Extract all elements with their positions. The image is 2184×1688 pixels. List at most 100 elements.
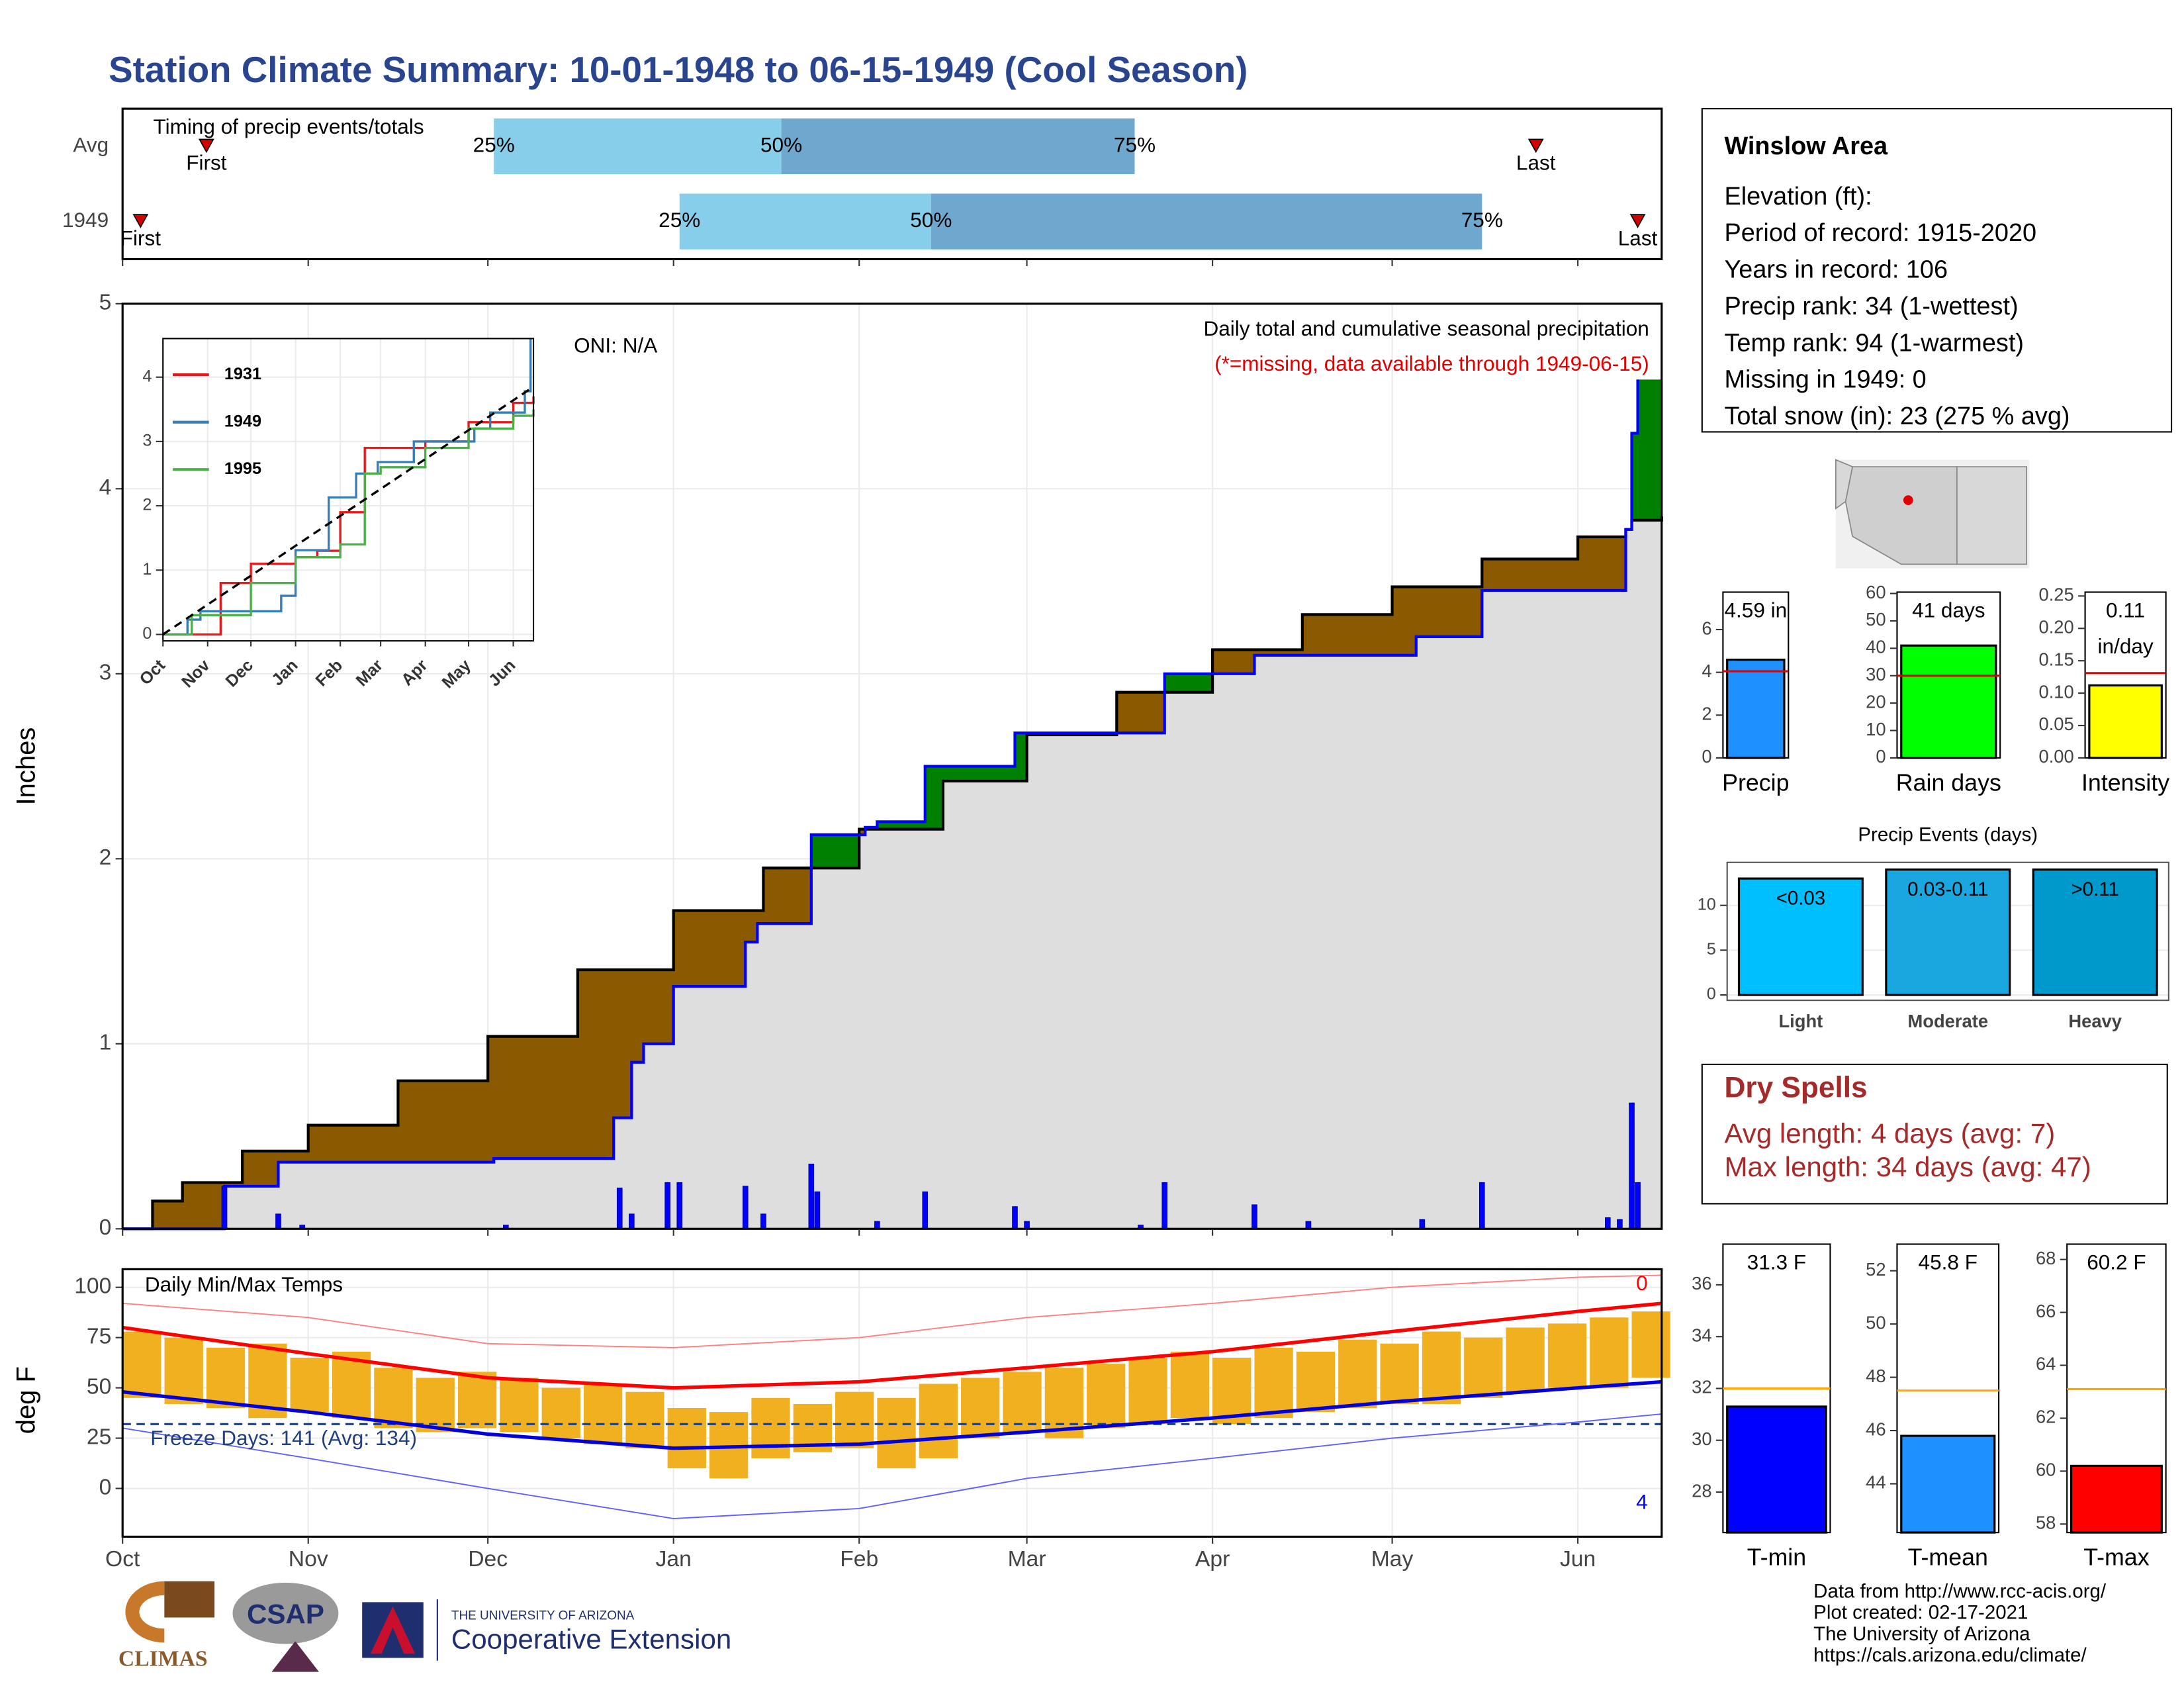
unit-label: in/day bbox=[2098, 634, 2154, 658]
y-tick-label: 5 bbox=[1707, 940, 1716, 959]
y-tick-label: 0 bbox=[99, 1215, 112, 1240]
daily-temp-bar bbox=[1212, 1358, 1251, 1425]
y-tick-label: 3 bbox=[142, 432, 152, 450]
climas-logo bbox=[125, 1581, 165, 1643]
y-tick-label: 66 bbox=[2036, 1301, 2056, 1321]
daily-precip-bar bbox=[1479, 1182, 1485, 1229]
info-line: Total snow (in): 23 (275 % avg) bbox=[1724, 402, 2070, 430]
daily-precip-bar bbox=[664, 1182, 670, 1229]
credit-line: Plot created: 02-17-2021 bbox=[1813, 1602, 2028, 1624]
daily-precip-bar bbox=[1251, 1204, 1257, 1229]
daily-temp-bar bbox=[919, 1383, 958, 1458]
y-tick-label: 0 bbox=[142, 624, 152, 643]
daily-temp-bar bbox=[1380, 1343, 1419, 1404]
x-tick-label: May bbox=[1371, 1547, 1414, 1571]
climas-logo bbox=[164, 1581, 215, 1618]
daily-precip-bar bbox=[808, 1163, 815, 1229]
timing-marker bbox=[132, 214, 149, 228]
category-label: Light bbox=[1778, 1011, 1823, 1031]
y-tick-label: 6 bbox=[1702, 618, 1711, 638]
value-label: 4.59 in bbox=[1724, 598, 1787, 622]
daily-precip-bar bbox=[1305, 1221, 1312, 1229]
plot-border bbox=[121, 1268, 1663, 1538]
logos: CLIMAS CSAP THE UNIVERSITY OF ARIZONA Co… bbox=[118, 1581, 731, 1672]
daily-temp-bar bbox=[1464, 1337, 1503, 1398]
marker-label: Last bbox=[1516, 151, 1556, 175]
cumulative-line bbox=[122, 516, 1663, 1231]
x-tick-label: Nov bbox=[289, 1547, 328, 1571]
base-fill bbox=[122, 516, 1662, 1229]
marker-label: First bbox=[120, 226, 161, 250]
daily-temp-bar bbox=[961, 1378, 1000, 1438]
credit-line: The University of Arizona bbox=[1813, 1623, 2030, 1645]
y-tick-label: 34 bbox=[1692, 1325, 1711, 1345]
y-tick-label: 20 bbox=[1866, 691, 1886, 712]
daily-precip-bar bbox=[814, 1191, 821, 1229]
dry-spells-heading: Dry Spells bbox=[1724, 1072, 1867, 1104]
climas-text: CLIMAS bbox=[118, 1646, 208, 1671]
row-label: 1949 bbox=[62, 208, 109, 232]
category-label: T-max bbox=[2083, 1544, 2149, 1571]
x-tick-label: Oct bbox=[105, 1547, 140, 1571]
bar bbox=[1900, 1434, 1996, 1534]
y-tick-label: 2 bbox=[99, 845, 112, 870]
marker-label: Last bbox=[1618, 226, 1658, 250]
value-label: 31.3 F bbox=[1747, 1250, 1806, 1274]
record-high-count: 0 bbox=[1636, 1271, 1648, 1295]
y-tick-label: 4 bbox=[1702, 661, 1711, 681]
y-tick-label: 0 bbox=[1707, 985, 1716, 1004]
y-tick-label: 36 bbox=[1692, 1273, 1711, 1293]
daily-temp-bar bbox=[122, 1331, 161, 1398]
timing-marker bbox=[198, 138, 214, 154]
daily-precip-bar bbox=[629, 1213, 635, 1229]
info-box bbox=[1701, 108, 2173, 433]
value-label: 60.2 F bbox=[2087, 1250, 2146, 1274]
info-line: Elevation (ft): bbox=[1724, 183, 1872, 211]
daily-temp-bar bbox=[1506, 1327, 1545, 1392]
y-tick-label: 58 bbox=[2036, 1513, 2056, 1533]
legend-label: 1995 bbox=[224, 459, 261, 478]
y-tick-label: 50 bbox=[1866, 609, 1886, 630]
daily-temp-bar bbox=[290, 1358, 329, 1413]
row-label: Avg bbox=[73, 132, 109, 156]
timing-bar bbox=[494, 118, 782, 175]
y-tick-label: 0.15 bbox=[2038, 649, 2073, 669]
y-axis-label: Inches bbox=[12, 727, 41, 806]
event-bar bbox=[2032, 868, 2158, 996]
y-tick-label: 25 bbox=[87, 1425, 111, 1449]
timing-title: Timing of precip events/totals bbox=[154, 115, 424, 138]
record-low-count: 4 bbox=[1636, 1489, 1648, 1513]
events-title: Precip Events (days) bbox=[1858, 824, 2038, 846]
y-tick-label: 48 bbox=[1866, 1366, 1886, 1386]
info-line: Temp rank: 94 (1-warmest) bbox=[1724, 329, 2024, 357]
plot-border bbox=[121, 303, 1663, 1230]
bar bbox=[2088, 684, 2163, 759]
y-tick-label: 2 bbox=[1702, 704, 1711, 724]
bar bbox=[1726, 659, 1786, 759]
daily-precip-bar bbox=[1161, 1182, 1168, 1229]
inset-line bbox=[163, 396, 535, 636]
value-label: 41 days bbox=[1912, 598, 1985, 622]
temp-line bbox=[122, 1413, 1662, 1520]
daily-precip-bar bbox=[760, 1213, 766, 1229]
temps-title: Daily Min/Max Temps bbox=[145, 1272, 343, 1296]
y-tick-label: 46 bbox=[1866, 1419, 1886, 1439]
y-tick-label: 0.20 bbox=[2038, 616, 2073, 637]
dry-spell-line: Max length: 34 days (avg: 47) bbox=[1724, 1151, 2091, 1182]
category-label: T-mean bbox=[1908, 1544, 1988, 1571]
y-tick-label: 1 bbox=[142, 560, 152, 579]
y-tick-label: 64 bbox=[2036, 1354, 2056, 1374]
y-tick-label: 3 bbox=[99, 661, 112, 685]
bar bbox=[2070, 1464, 2163, 1534]
inset-line bbox=[163, 409, 535, 636]
y-tick-label: 68 bbox=[2036, 1248, 2056, 1268]
ua-big-text: Cooperative Extension bbox=[451, 1623, 731, 1654]
csap-text: CSAP bbox=[247, 1599, 324, 1630]
daily-precip-bar bbox=[874, 1221, 880, 1229]
locator-map bbox=[1835, 459, 2030, 569]
map-state bbox=[1956, 466, 2028, 565]
x-tick-label: Jan bbox=[656, 1547, 692, 1571]
caption: Daily total and cumulative seasonal prec… bbox=[1203, 316, 1649, 340]
bin-label: <0.03 bbox=[1776, 887, 1826, 909]
